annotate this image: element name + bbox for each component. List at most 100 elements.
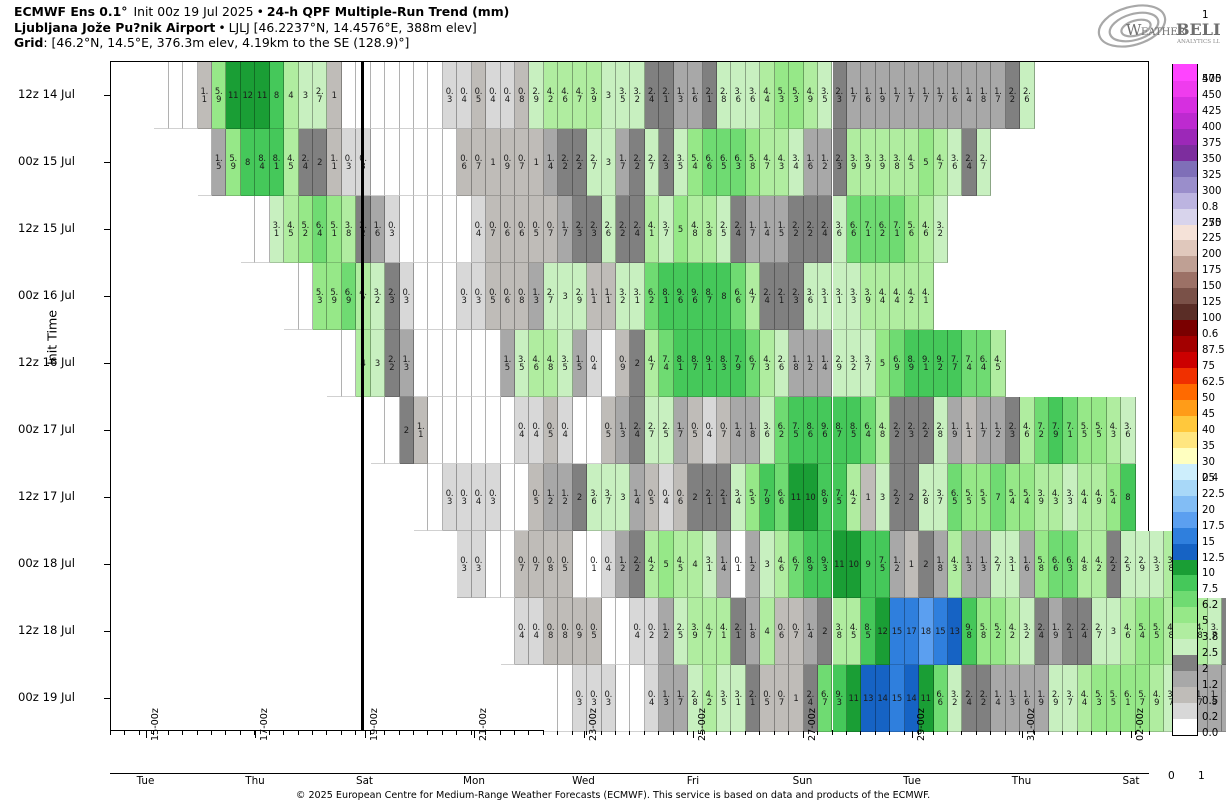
cell-value: 2. 4 bbox=[763, 286, 771, 305]
heatmap-cell: 4. 6 bbox=[774, 531, 790, 598]
cell-value: 3. 5 bbox=[676, 152, 685, 171]
cell-value: 8. 7 bbox=[691, 353, 699, 372]
cell-value: 1. 6 bbox=[864, 85, 872, 104]
heatmap-cell bbox=[428, 129, 443, 196]
colorbar[interactable] bbox=[1172, 64, 1198, 736]
svg-text:ANALYTICS LLC: ANALYTICS LLC bbox=[1176, 39, 1220, 45]
heatmap-cell bbox=[572, 531, 588, 598]
heatmap-plot[interactable]: 1. 1 5. 9 11 12 11 8 4 3 2. 7 1 0. 3 0. 4 0. 5 0. 4 0.… bbox=[110, 61, 1226, 732]
heatmap-cell: 5. 4 bbox=[1005, 464, 1021, 531]
heatmap-cell: 11 bbox=[846, 665, 862, 732]
cell-value: 2. 7 bbox=[1095, 621, 1103, 640]
cell-value: 8. 1 bbox=[662, 286, 670, 305]
heatmap-cell: 9. 8 bbox=[962, 598, 977, 665]
colorbar-segment bbox=[1173, 192, 1197, 209]
cell-value: 3. 2 bbox=[849, 353, 858, 372]
cell-value: 4. 9 bbox=[1095, 487, 1103, 506]
heatmap-cell: 1 bbox=[904, 531, 920, 598]
heatmap-cell: 2. 4 bbox=[630, 196, 645, 263]
cell-value: 1. 4 bbox=[806, 621, 815, 640]
heatmap-cell: 5. 9 bbox=[226, 129, 241, 196]
heatmap-cell: 1. 8 bbox=[976, 62, 992, 129]
heatmap-cells: 1. 1 5. 9 11 12 11 8 4 3 2. 7 1 0. 3 0. 4 0. 5 0. 4 0.… bbox=[111, 62, 1226, 732]
cell-value: 8. 9 bbox=[820, 487, 829, 506]
heatmap-cell: 0. 4 bbox=[471, 196, 487, 263]
cell-value: 2. 7 bbox=[315, 85, 324, 104]
y-axis-tick-label: 00z 15 Jul bbox=[18, 153, 75, 168]
cell-value: 3. 5 bbox=[820, 85, 829, 104]
cell-value: 8 bbox=[273, 89, 279, 100]
colorbar-segment bbox=[1173, 255, 1197, 273]
cell-value: 3. 5 bbox=[719, 688, 728, 707]
heatmap-cell: 8. 5 bbox=[846, 397, 862, 464]
cell-value: 3. 1 bbox=[820, 286, 829, 305]
heatmap-cell: 13 bbox=[947, 598, 963, 665]
heatmap-cell: 4. 4 bbox=[1077, 665, 1093, 732]
cell-value: 1. 1 bbox=[965, 420, 973, 439]
cell-value: 5. 5 bbox=[965, 487, 973, 506]
heatmap-cell: 3 bbox=[760, 531, 775, 598]
cell-value: 11 bbox=[228, 89, 239, 100]
cell-value: 3. 6 bbox=[590, 487, 598, 506]
cell-value: 3. 5 bbox=[618, 85, 627, 104]
heatmap-cell: 0. 1 bbox=[731, 531, 746, 598]
cell-value: 2. 1 bbox=[777, 286, 786, 305]
cell-value: 9. 6 bbox=[820, 420, 829, 439]
y-axis-tick-label: 12z 16 Jul bbox=[18, 354, 75, 369]
heatmap-cell: 0. 4 bbox=[587, 330, 602, 397]
heatmap-cell: 0. 3 bbox=[587, 665, 602, 732]
cell-value: 5. 3 bbox=[1095, 688, 1103, 707]
cell-value: 2. 4 bbox=[1037, 621, 1046, 640]
heatmap-cell: 2 bbox=[313, 129, 328, 196]
cell-value: 0. 5 bbox=[691, 420, 699, 439]
colorbar-tick-label: 150 bbox=[1202, 281, 1222, 293]
heatmap-cell: 1. 7 bbox=[745, 196, 761, 263]
heatmap-cell: 6. 9 bbox=[341, 263, 357, 330]
cell-value: 2. 7 bbox=[546, 286, 555, 305]
heatmap-cell: 0. 2 bbox=[644, 598, 660, 665]
heatmap-cell: 2. 6 bbox=[774, 330, 790, 397]
heatmap-cell: 0. 4 bbox=[515, 598, 530, 665]
heatmap-cell: 3. 9 bbox=[861, 129, 876, 196]
cell-value: 4. 5 bbox=[849, 621, 858, 640]
heatmap-cell bbox=[240, 196, 256, 263]
cell-value: 6. 3 bbox=[1066, 554, 1074, 573]
heatmap-cell: 5. 4 bbox=[1106, 464, 1122, 531]
heatmap-cell: 3 bbox=[601, 62, 617, 129]
heatmap-cell: 4. 7 bbox=[745, 263, 761, 330]
cell-value: 2. 3 bbox=[835, 152, 843, 171]
heatmap-cell: 2. 3 bbox=[1005, 397, 1021, 464]
heatmap-cell: 0. 6 bbox=[500, 263, 516, 330]
heatmap-cell: 5. 2 bbox=[991, 598, 1006, 665]
heatmap-cell: 2. 3 bbox=[659, 129, 674, 196]
cell-value: 4. 1 bbox=[719, 621, 728, 640]
heatmap-cell: 1. 3 bbox=[399, 330, 415, 397]
cell-value: 5. 7 bbox=[1138, 688, 1147, 707]
heatmap-cell bbox=[428, 196, 443, 263]
colorbar-tick-label: 425 bbox=[1202, 105, 1222, 117]
heatmap-cell: 18 bbox=[919, 598, 934, 665]
heatmap-cell: 4. 9 bbox=[1092, 464, 1107, 531]
cell-value: 2. 5 bbox=[676, 621, 685, 640]
heatmap-cell: 4. 6 bbox=[1020, 397, 1035, 464]
cell-value: 0. 4 bbox=[460, 85, 468, 104]
cell-value: 2. 1 bbox=[662, 85, 670, 104]
heatmap-cell bbox=[442, 397, 458, 464]
heatmap-cell: 4. 5 bbox=[673, 531, 689, 598]
cell-value: 3. 2 bbox=[618, 286, 627, 305]
heatmap-cell: 3. 2 bbox=[846, 330, 862, 397]
colorbar-segment bbox=[1173, 144, 1197, 161]
heatmap-cell: 0. 9 bbox=[500, 129, 516, 196]
heatmap-cell: 4. 4 bbox=[760, 62, 775, 129]
heatmap-cell: 2. 4 bbox=[760, 263, 775, 330]
heatmap-cell: 1. 3 bbox=[962, 531, 977, 598]
cell-value: 1. 2 bbox=[748, 554, 757, 573]
heatmap-cell: 1. 4 bbox=[760, 196, 775, 263]
heatmap-cell: 9. 2 bbox=[933, 330, 948, 397]
colorbar-segment bbox=[1173, 223, 1197, 241]
heatmap-cell: 1. 5 bbox=[774, 196, 790, 263]
heatmap-cell: 2. 2 bbox=[803, 196, 819, 263]
cell-value: 1. 3 bbox=[965, 554, 973, 573]
cell-value: 2. 8 bbox=[719, 85, 728, 104]
cell-value: 2. 3 bbox=[590, 219, 598, 238]
